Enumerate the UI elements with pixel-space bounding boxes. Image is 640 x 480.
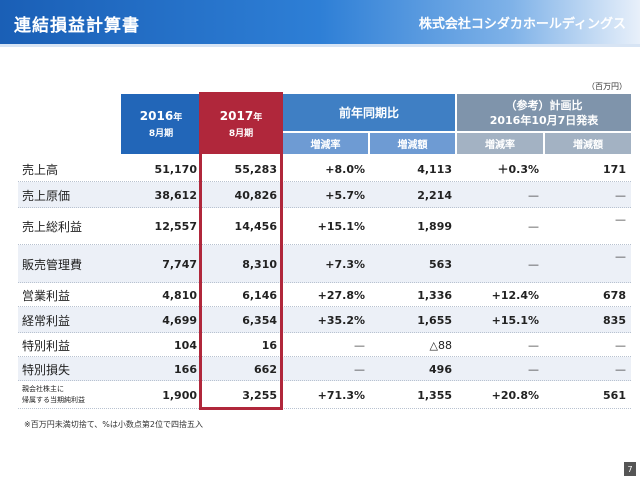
cell-plan-rate: — — [528, 188, 539, 202]
subheader-yoy-amount: 増減額 — [370, 133, 455, 154]
header-2017-year: 2017 — [219, 109, 254, 123]
cell-2017: 662 — [254, 362, 277, 376]
cell-yoy-rate: +15.1% — [317, 220, 365, 233]
header-plan-line2: 2016年10月7日発表 — [489, 113, 599, 127]
header-2016: 2016年 8月期 — [121, 94, 201, 154]
header-2016-year-suffix: 年 — [173, 113, 183, 123]
cell-plan-amount: 561 — [603, 388, 626, 402]
cell-yoy-amount: 4,113 — [417, 162, 452, 176]
company-logo-text: 株式会社コシダカホールディングス — [418, 17, 626, 32]
cell-plan-rate: +12.4% — [491, 288, 539, 302]
cell-2017: 8,310 — [242, 257, 277, 271]
cell-2016: 166 — [174, 362, 197, 376]
subheader-plan-rate: 増減率 — [457, 133, 543, 154]
row-label: 売上高 — [22, 162, 59, 177]
footnote: ※百万円未満切捨て、%は小数点第2位で四捨五入 — [24, 420, 203, 429]
cell-plan-rate: — — [528, 338, 539, 352]
cell-yoy-rate: — — [354, 362, 365, 376]
header-2017-period: 8月期 — [228, 129, 254, 139]
row-label-line1: 親会社株主に — [22, 385, 64, 393]
row-label: 営業利益 — [22, 288, 71, 303]
row-label: 売上総利益 — [22, 220, 83, 234]
cell-plan-amount: — — [615, 250, 626, 263]
cell-2017: 55,283 — [234, 162, 277, 176]
cell-plan-rate: — — [528, 257, 539, 271]
cell-2016: 12,557 — [154, 220, 197, 233]
cell-yoy-rate: — — [354, 338, 365, 352]
header-plan-line1: （参考）計画比 — [505, 98, 583, 112]
cell-2016: 38,612 — [154, 188, 197, 202]
table-row-cogs: 売上原価 38,612 40,826 +5.7% 2,214 — — — [18, 182, 631, 208]
table-row-sales: 売上高 51,170 55,283 +8.0% 4,113 ＋0.3% 171 — [18, 156, 631, 182]
table-row-net-income: 親会社株主に 帰属する当期純利益 1,900 3,255 +71.3% 1,35… — [18, 381, 631, 409]
table-row-extraordinary-income: 特別利益 104 16 — △88 — — — [18, 333, 631, 357]
cell-yoy-rate: +7.3% — [325, 257, 365, 271]
table-row-operating-income: 営業利益 4,810 6,146 +27.8% 1,336 +12.4% 678 — [18, 283, 631, 307]
table-row-gross-profit: 売上総利益 12,557 14,456 +15.1% 1,899 — — — [18, 208, 631, 245]
cell-yoy-amount: △88 — [429, 338, 452, 352]
cell-plan-amount: — — [615, 213, 626, 226]
cell-2016: 104 — [174, 338, 197, 352]
cell-2016: 4,699 — [162, 313, 197, 327]
header-prev-year-comparison: 前年同期比 — [283, 94, 455, 131]
cell-plan-amount: 835 — [603, 313, 626, 327]
header-2016-period: 8月期 — [148, 129, 174, 139]
cell-2016: 51,170 — [154, 162, 197, 176]
cell-2017: 40,826 — [234, 188, 277, 202]
title-bar: 連結損益計算書 株式会社コシダカホールディングス — [0, 0, 640, 44]
cell-yoy-rate: +71.3% — [317, 388, 365, 402]
cell-2017: 6,146 — [242, 288, 277, 302]
cell-yoy-rate: +8.0% — [325, 162, 365, 176]
cell-yoy-rate: +27.8% — [317, 288, 365, 302]
cell-yoy-amount: 2,214 — [417, 188, 452, 202]
cell-plan-amount: — — [615, 188, 626, 202]
cell-plan-rate: +20.8% — [491, 388, 539, 402]
cell-plan-amount: — — [615, 338, 626, 352]
unit-label: （百万円） — [587, 82, 627, 91]
cell-yoy-amount: 1,655 — [417, 313, 452, 327]
cell-plan-rate: ＋0.3% — [497, 163, 539, 176]
subheader-plan-amount: 増減額 — [545, 133, 631, 154]
table-row-extraordinary-loss: 特別損失 166 662 — 496 — — — [18, 357, 631, 381]
cell-2017: 14,456 — [234, 220, 277, 233]
table-row-sga: 販売管理費 7,747 8,310 +7.3% 563 — — — [18, 245, 631, 283]
header-2016-year: 2016 — [139, 109, 174, 123]
cell-yoy-amount: 1,899 — [417, 220, 452, 233]
cell-yoy-amount: 496 — [429, 362, 452, 376]
cell-plan-rate: — — [528, 220, 539, 233]
cell-2017: 6,354 — [242, 313, 277, 327]
cell-yoy-amount: 1,336 — [417, 288, 452, 302]
header-plan-comparison: （参考）計画比 2016年10月7日発表 — [457, 94, 631, 131]
cell-yoy-amount: 1,355 — [417, 388, 452, 402]
cell-yoy-rate: +35.2% — [317, 313, 365, 327]
subheader-yoy-rate: 増減率 — [283, 133, 368, 154]
cell-yoy-amount: 563 — [429, 257, 452, 271]
cell-plan-rate: — — [528, 362, 539, 376]
row-label: 特別利益 — [22, 338, 71, 353]
table-row-ordinary-income: 経常利益 4,699 6,354 +35.2% 1,655 +15.1% 835 — [18, 307, 631, 333]
row-label: 売上原価 — [22, 188, 71, 203]
cell-2016: 1,900 — [162, 388, 197, 402]
row-label: 経常利益 — [22, 313, 71, 328]
row-label: 親会社株主に 帰属する当期純利益 — [22, 381, 122, 409]
row-label: 販売管理費 — [22, 257, 83, 272]
cell-2017: 16 — [261, 338, 277, 352]
cell-plan-amount: 171 — [603, 162, 626, 176]
row-label-line2: 帰属する当期純利益 — [22, 396, 85, 404]
page-title: 連結損益計算書 — [14, 16, 140, 36]
header-2017: 2017年 8月期 — [201, 94, 281, 154]
cell-2017: 3,255 — [242, 388, 277, 402]
cell-2016: 7,747 — [162, 257, 197, 271]
title-underline — [0, 44, 640, 47]
cell-plan-amount: 678 — [603, 288, 626, 302]
cell-yoy-rate: +5.7% — [325, 188, 365, 202]
page-number: 7 — [624, 462, 636, 476]
cell-plan-rate: +15.1% — [491, 313, 539, 327]
row-label: 特別損失 — [22, 362, 71, 377]
header-2017-year-suffix: 年 — [253, 113, 263, 123]
cell-plan-amount: — — [615, 362, 626, 376]
cell-2016: 4,810 — [162, 288, 197, 302]
